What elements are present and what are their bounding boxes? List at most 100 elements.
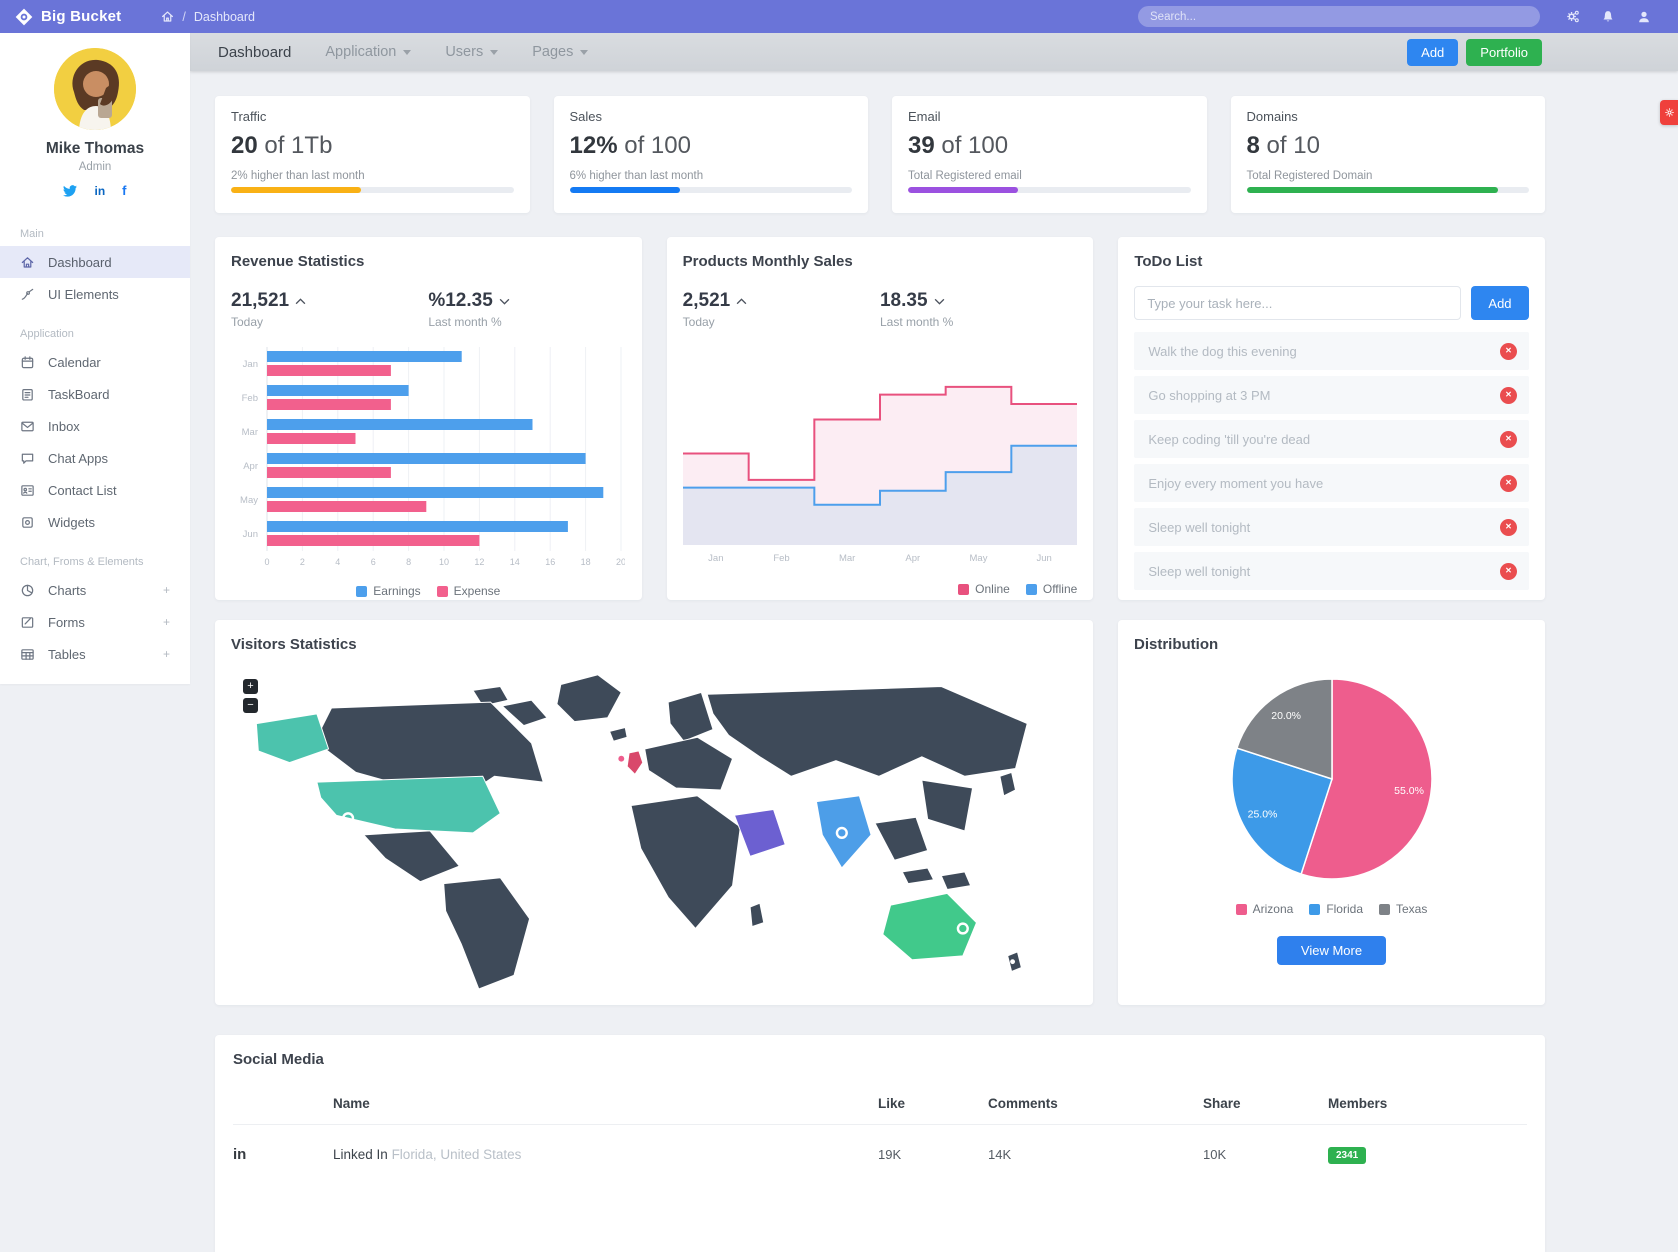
sidebar-item-chat-apps[interactable]: Chat Apps	[0, 442, 190, 474]
home-icon[interactable]	[161, 10, 174, 23]
trend-down-icon	[499, 298, 510, 305]
progress-track	[569, 187, 852, 193]
todo-delete-button[interactable]: ✕	[1499, 342, 1517, 360]
card-title: Distribution	[1134, 636, 1219, 653]
todo-item: Sleep well tonight ✕	[1134, 508, 1529, 546]
brand-logo-icon	[15, 8, 33, 25]
widgets-icon	[22, 516, 33, 528]
notifications-bell-icon[interactable]	[1590, 9, 1626, 24]
sidebar-item-contact-list[interactable]: Contact List	[0, 474, 190, 506]
progress-fill	[908, 187, 1019, 193]
svg-text:Jan: Jan	[243, 359, 258, 370]
zoom-in-button[interactable]: +	[243, 679, 258, 694]
facebook-icon[interactable]: f	[122, 183, 127, 198]
profile-role: Admin	[78, 161, 112, 173]
todo-task-input[interactable]	[1134, 286, 1461, 320]
svg-text:Feb: Feb	[773, 553, 789, 564]
products-month-label: Last month %	[879, 315, 954, 329]
tab-label: Application	[325, 44, 397, 60]
legend-swatch	[1235, 903, 1247, 915]
todo-item: Enjoy every moment you have ✕	[1134, 464, 1529, 502]
header-like: Like	[878, 1096, 906, 1111]
breadcrumb-separator: /	[182, 9, 186, 24]
svg-text:Feb: Feb	[242, 393, 258, 404]
stat-card-sales: Sales 12% of 100 6% higher than last mon…	[553, 96, 868, 213]
world-map[interactable]: + −	[231, 667, 1077, 994]
trend-up-icon	[295, 297, 306, 304]
stat-caption: Total Registered email	[908, 170, 1022, 182]
sidebar-item-taskboard[interactable]: TaskBoard	[0, 378, 190, 410]
card-title: Visitors Statistics	[231, 636, 357, 653]
sidebar-item-forms[interactable]: Forms +	[0, 606, 190, 638]
todo-delete-button[interactable]: ✕	[1499, 518, 1517, 536]
legend-label: Florida	[1326, 902, 1363, 916]
stat-value: 39	[908, 132, 935, 159]
portfolio-button[interactable]: Portfolio	[1466, 38, 1542, 66]
svg-text:2: 2	[300, 557, 305, 567]
sidebar-item-widgets[interactable]: Widgets	[0, 506, 190, 538]
stat-unit: of 1Tb	[264, 132, 333, 159]
stat-title: Domains	[1246, 109, 1298, 124]
stat-title: Traffic	[231, 109, 267, 124]
brand-name: Big Bucket	[41, 8, 122, 25]
tab-dashboard[interactable]: Dashboard	[218, 43, 292, 61]
todo-delete-button[interactable]: ✕	[1499, 474, 1517, 492]
card-title: Revenue Statistics	[231, 253, 365, 270]
products-legend: Online Offline	[683, 582, 1078, 596]
legend-label: Earnings	[373, 584, 421, 598]
todo-delete-button[interactable]: ✕	[1499, 386, 1517, 404]
products-today-label: Today	[682, 315, 715, 329]
tab-pages[interactable]: Pages	[532, 44, 589, 60]
comments-count: 14K	[988, 1147, 1012, 1162]
chevron-down-icon	[403, 49, 412, 55]
expand-plus-icon[interactable]: +	[162, 615, 170, 629]
stat-card-domains: Domains 8 of 10 Total Registered Domain	[1230, 96, 1545, 213]
legend-label: Offline	[1042, 582, 1078, 596]
todo-list-card: ToDo List Add Walk the dog this evening ✕…	[1118, 237, 1545, 600]
todo-delete-button[interactable]: ✕	[1499, 562, 1517, 580]
map-markers	[341, 755, 1016, 965]
todo-delete-button[interactable]: ✕	[1499, 430, 1517, 448]
settings-gears-icon[interactable]	[1554, 9, 1590, 24]
sidebar-item-label: TaskBoard	[48, 386, 110, 402]
products-month-value: 18.35	[879, 290, 928, 311]
sidebar-item-charts[interactable]: Charts +	[0, 574, 190, 606]
table-icon	[21, 648, 34, 660]
tab-users[interactable]: Users	[445, 44, 499, 60]
calendar-icon	[21, 355, 34, 368]
linkedin-icon[interactable]: in	[94, 183, 106, 198]
network-name: Linked In Florida, United States	[333, 1147, 878, 1162]
svg-text:0: 0	[264, 557, 269, 567]
settings-toggle-button[interactable]	[1660, 100, 1678, 125]
gear-icon	[1664, 108, 1674, 117]
sidebar-item-tables[interactable]: Tables +	[0, 638, 190, 670]
view-more-button[interactable]: View More	[1276, 936, 1387, 965]
social-table-header: Name Like Comments Share Members	[233, 1096, 1527, 1125]
tab-label: Pages	[532, 44, 574, 60]
sidebar-item-dashboard[interactable]: Dashboard	[0, 246, 190, 278]
sidebar-item-inbox[interactable]: Inbox	[0, 410, 190, 442]
search-input[interactable]	[1138, 6, 1540, 27]
todo-add-button[interactable]: Add	[1470, 286, 1529, 320]
revenue-month-label: Last month %	[428, 315, 502, 329]
expand-plus-icon[interactable]: +	[162, 647, 170, 661]
brand[interactable]: Big Bucket	[0, 7, 135, 27]
sidebar-item-calendar[interactable]: Calendar	[0, 346, 190, 378]
sidebar-item-ui-elements[interactable]: UI Elements	[0, 278, 190, 310]
card-title: ToDo List	[1134, 253, 1203, 270]
add-button[interactable]: Add	[1407, 38, 1459, 66]
stat-unit: of 100	[941, 132, 1009, 159]
zoom-out-button[interactable]: −	[243, 698, 258, 713]
network-location: Florida, United States	[391, 1147, 522, 1162]
breadcrumb-current[interactable]: Dashboard	[193, 9, 255, 24]
legend-swatch	[356, 585, 368, 597]
sidebar-item-label: Dashboard	[48, 254, 112, 270]
user-account-icon[interactable]	[1626, 10, 1662, 24]
svg-text:20.0%: 20.0%	[1271, 710, 1301, 722]
sidebar-item-label: Calendar	[48, 354, 101, 370]
twitter-icon[interactable]	[63, 184, 78, 197]
expand-plus-icon[interactable]: +	[162, 583, 170, 597]
profile-name: Mike Thomas	[45, 140, 145, 157]
tab-application[interactable]: Application	[325, 44, 412, 60]
